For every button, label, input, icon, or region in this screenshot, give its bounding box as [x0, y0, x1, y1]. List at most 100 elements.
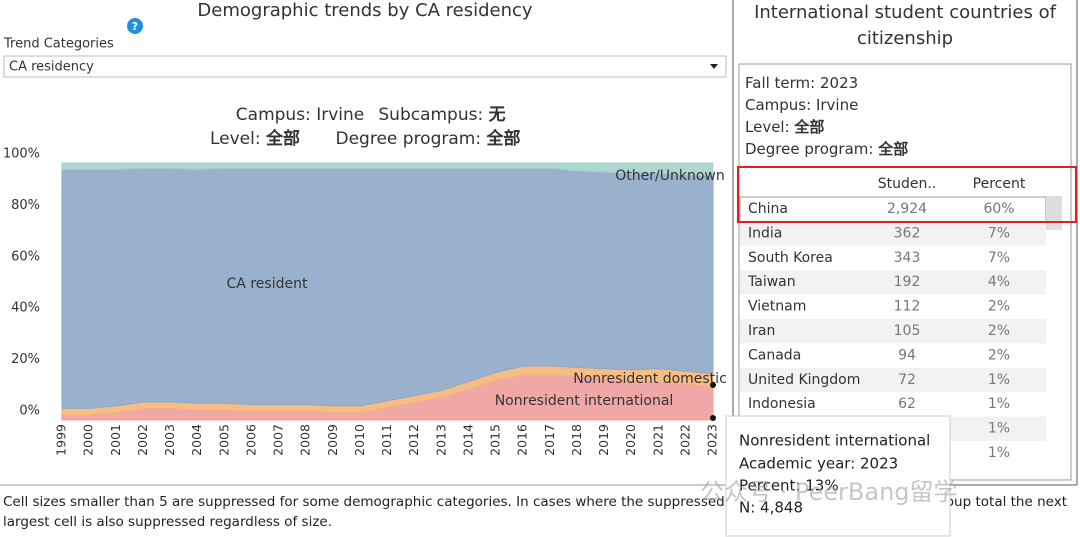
- students: 72: [898, 372, 916, 388]
- subtitle-label: Level:: [210, 129, 266, 149]
- x-tick-label: 2009: [325, 424, 340, 456]
- area: [61, 162, 714, 177]
- table-row: [739, 196, 1047, 222]
- table-row: [740, 392, 1046, 417]
- country: Taiwan: [747, 274, 796, 290]
- dropdown-arrow: [710, 64, 718, 69]
- percent: 1%: [988, 445, 1010, 461]
- table-row: [740, 245, 1046, 271]
- dropdown[interactable]: [3, 55, 727, 78]
- footnote: largest cell is also suppressed regardle…: [3, 514, 332, 530]
- footnote: oup total the next: [946, 494, 1067, 510]
- subtitle: Level: 全部: [210, 128, 300, 149]
- percent: 2%: [988, 323, 1010, 339]
- panel-filter: Campus: Irvine: [745, 96, 858, 114]
- country: South Korea: [748, 250, 833, 266]
- tooltip-n: N: 4,848: [739, 499, 803, 517]
- x-tick-label: 2006: [243, 424, 258, 456]
- subtitle-value: 全部: [485, 128, 520, 149]
- country: United Kingdom: [748, 372, 860, 388]
- column-header: Percent: [973, 176, 1026, 192]
- percent: 1%: [988, 372, 1010, 388]
- help-icon[interactable]: [127, 18, 143, 34]
- x-tick-label: 2014: [460, 424, 475, 456]
- x-tick-label: 2000: [81, 424, 96, 456]
- percent: 2%: [988, 299, 1010, 315]
- table-row: [740, 221, 1046, 246]
- panel-filter-value: 全部: [793, 118, 824, 136]
- country: India: [748, 225, 782, 241]
- highlight-box: [737, 166, 1077, 223]
- subtitle-label: Degree program:: [336, 129, 487, 149]
- country: China: [748, 201, 788, 217]
- students: 2,924: [887, 201, 927, 217]
- x-tick-label: 2007: [271, 424, 286, 456]
- panel-filter: Fall term: 2023: [745, 74, 858, 92]
- percent: 60%: [983, 201, 1014, 217]
- chart-title: Demographic trends by CA residency: [197, 0, 533, 21]
- marker: [710, 415, 716, 421]
- series-label: Other/Unknown: [615, 168, 724, 184]
- y-tick-label: 0%: [19, 404, 40, 419]
- x-tick-label: 2008: [298, 424, 313, 456]
- x-tick-label: 2011: [379, 424, 394, 456]
- subtitle-label: Subcampus:: [378, 105, 488, 125]
- y-tick-label: 100%: [3, 147, 40, 162]
- y-tick-label: 20%: [11, 352, 40, 367]
- panel-filter-value: 2023: [820, 74, 858, 92]
- dropdown-value: CA residency: [9, 60, 94, 75]
- help-icon-glyph: ?: [132, 20, 138, 33]
- series-label: Nonresident domestic: [573, 371, 727, 387]
- x-tick-label: 2017: [542, 424, 557, 456]
- x-tick-label: 2013: [433, 424, 448, 456]
- x-tick-label: 2019: [596, 424, 611, 456]
- subtitle-value: Irvine: [316, 105, 364, 125]
- percent: 7%: [988, 250, 1010, 266]
- country: Iran: [748, 323, 775, 339]
- panel-filter-label: Degree program:: [745, 140, 878, 158]
- y-tick-label: 80%: [11, 198, 40, 213]
- panel-title: citizenship: [857, 28, 953, 49]
- x-tick-label: 2015: [488, 424, 503, 456]
- tooltip-year: Academic year: 2023: [739, 455, 898, 473]
- x-tick-label: 2005: [216, 424, 231, 456]
- panel-filter-label: Level:: [745, 118, 794, 136]
- students: 362: [894, 225, 921, 241]
- percent: 1%: [988, 421, 1010, 437]
- subtitle: Subcampus: 无: [378, 105, 505, 125]
- students: 343: [894, 250, 921, 266]
- percent: 1%: [988, 396, 1010, 412]
- watermark: 公众号 · PeerBang留学: [700, 478, 958, 506]
- country: Vietnam: [748, 299, 806, 315]
- table-row: [740, 294, 1046, 319]
- x-tick-label: 2001: [108, 424, 123, 456]
- tooltip-series: Nonresident international: [739, 432, 930, 450]
- x-tick-label: 2016: [515, 424, 530, 456]
- panel-filter: Level: 全部: [745, 118, 824, 136]
- x-tick-label: 2004: [189, 424, 204, 456]
- country: Indonesia: [748, 396, 816, 412]
- tooltip-percent: Percent: 13%: [739, 477, 839, 495]
- students: 62: [898, 396, 916, 412]
- students: 192: [894, 274, 921, 290]
- panel-filter-value: 全部: [877, 140, 908, 158]
- y-tick-label: 60%: [11, 249, 40, 264]
- series-label: CA resident: [227, 276, 308, 292]
- country: Canada: [748, 347, 801, 363]
- x-tick-label: 2021: [650, 424, 665, 456]
- table-row: [740, 319, 1046, 344]
- column-header: Studen..: [878, 176, 937, 192]
- x-tick-label: 2018: [569, 424, 584, 456]
- x-tick-label: 2023: [705, 424, 720, 456]
- percent: 7%: [988, 225, 1010, 241]
- panel-filter: Degree program: 全部: [745, 140, 908, 158]
- x-tick-label: 2022: [677, 424, 692, 456]
- panel-title: International student countries of: [754, 2, 1057, 23]
- tooltip: [725, 415, 951, 537]
- marker: [710, 382, 716, 388]
- students: 112: [894, 299, 921, 315]
- students: 105: [894, 323, 921, 339]
- subtitle-value: 全部: [265, 128, 300, 149]
- x-tick-label: 2002: [135, 424, 150, 456]
